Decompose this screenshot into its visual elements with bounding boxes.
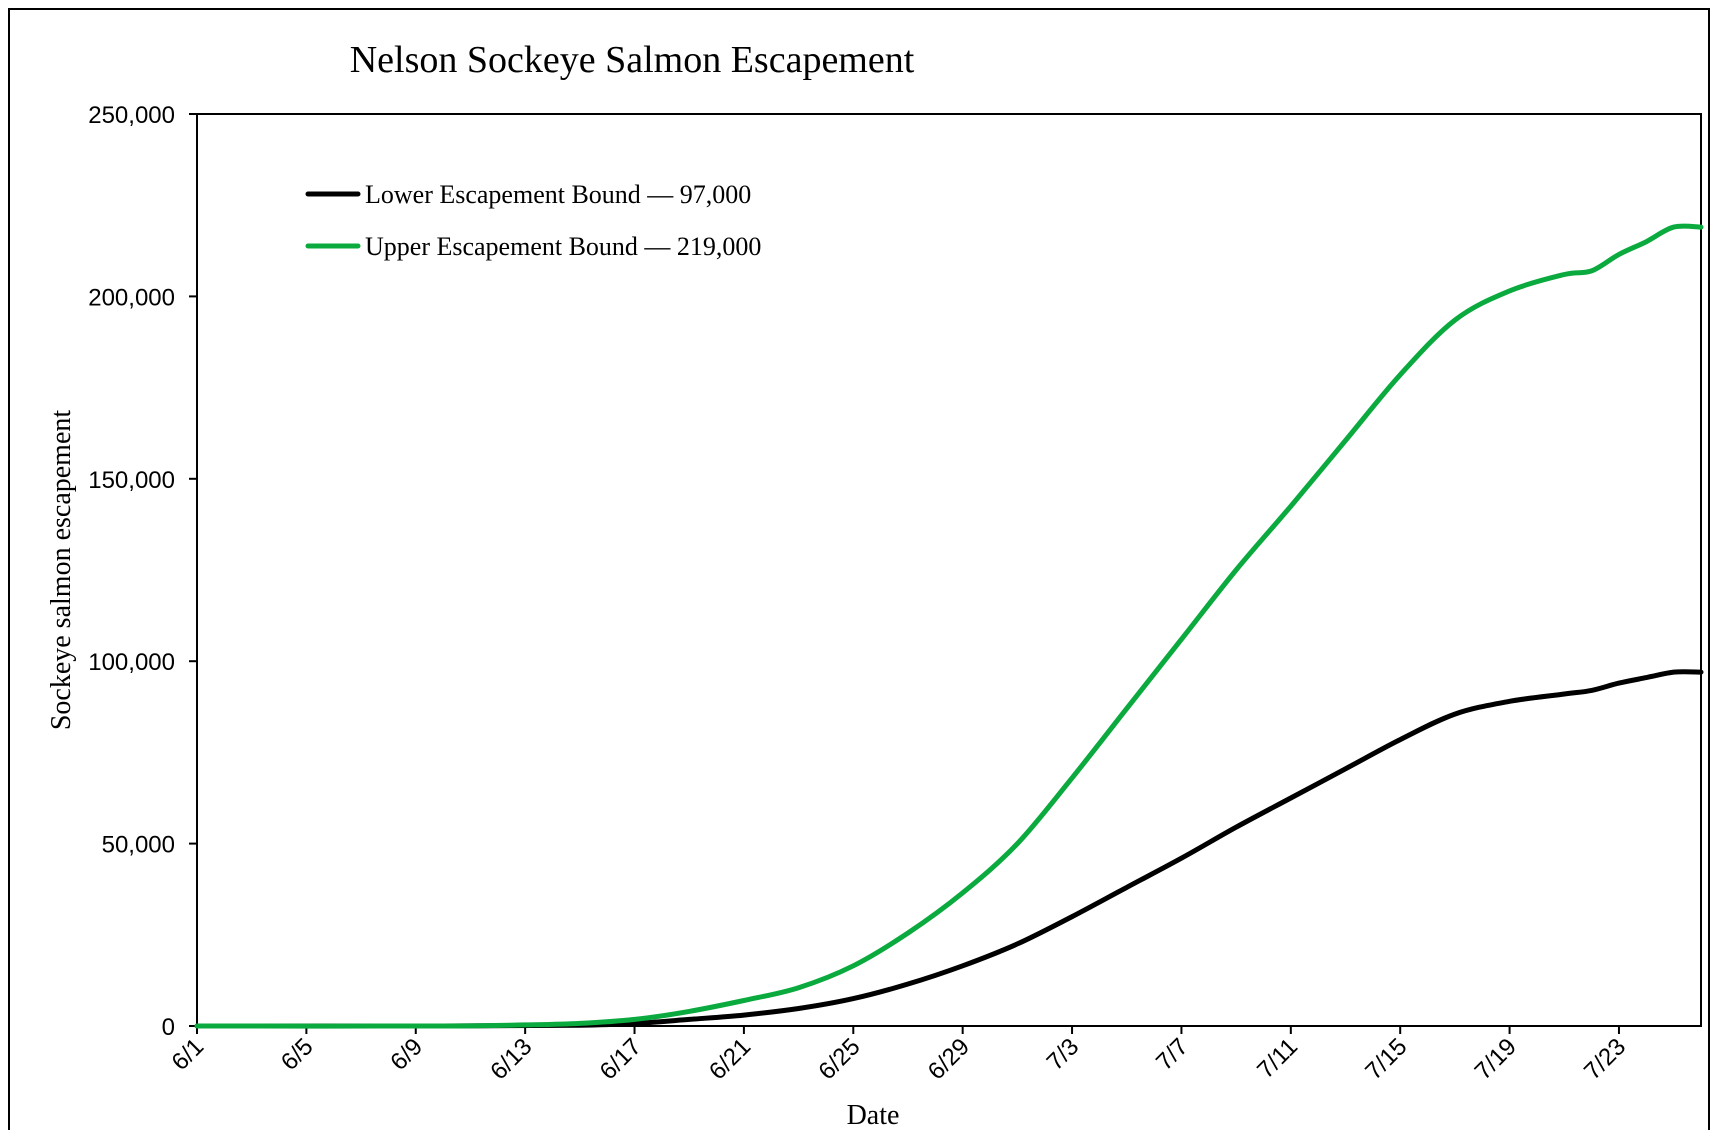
y-axis: 0 50,000 100,000 150,000 200,000 250,000 <box>88 102 197 1041</box>
chart-title: Nelson Sockeye Salmon Escapement <box>350 39 915 81</box>
legend-entry-lower-bound: Lower Escapement Bound — 97,000 <box>305 180 751 209</box>
legend: Lower Escapement Bound — 97,000 Upper Esc… <box>305 180 761 261</box>
x-tick-label: 7/19 <box>1470 1033 1522 1085</box>
series-layer <box>194 223 1704 1029</box>
x-tick-label: 6/9 <box>385 1033 428 1076</box>
legend-label: Lower Escapement Bound — 97,000 <box>365 180 751 209</box>
x-tick-label: 7/3 <box>1042 1033 1085 1076</box>
chart-frame <box>8 8 1710 1130</box>
legend-label: Upper Escapement Bound — 219,000 <box>365 232 761 261</box>
x-tick-label: 6/29 <box>923 1033 975 1085</box>
x-tick-label: 7/15 <box>1360 1033 1412 1085</box>
x-tick-label: 7/11 <box>1252 1033 1303 1084</box>
legend-entry-upper-bound: Upper Escapement Bound — 219,000 <box>305 232 761 261</box>
y-axis-label: Sockeye salmon escapement <box>46 410 77 731</box>
y-tick-label: 0 <box>162 1014 175 1041</box>
y-tick-label: 200,000 <box>88 284 175 311</box>
plot-area <box>196 113 1702 1027</box>
x-tick-label: 6/5 <box>276 1033 319 1076</box>
x-tick-label: 7/23 <box>1579 1033 1631 1085</box>
x-tick-label: 6/21 <box>704 1033 756 1085</box>
series-line-lower-bound <box>194 669 1704 1029</box>
y-tick-label: 150,000 <box>88 467 175 494</box>
series-line-upper-bound <box>194 223 1704 1029</box>
x-tick-label: 6/17 <box>595 1033 647 1085</box>
x-tick-label: 7/7 <box>1151 1033 1194 1076</box>
x-axis: 6/1 6/5 6/9 6/13 6/17 6/21 6/25 6/29 7/3 7/7 7/11 7… <box>167 1026 1631 1085</box>
x-axis-label: Date <box>847 1100 900 1130</box>
y-tick-label: 50,000 <box>102 832 175 859</box>
x-tick-label: 6/13 <box>485 1033 537 1085</box>
y-tick-label: 100,000 <box>88 649 175 676</box>
x-tick-label: 6/25 <box>813 1033 865 1085</box>
y-tick-label: 250,000 <box>88 102 175 129</box>
